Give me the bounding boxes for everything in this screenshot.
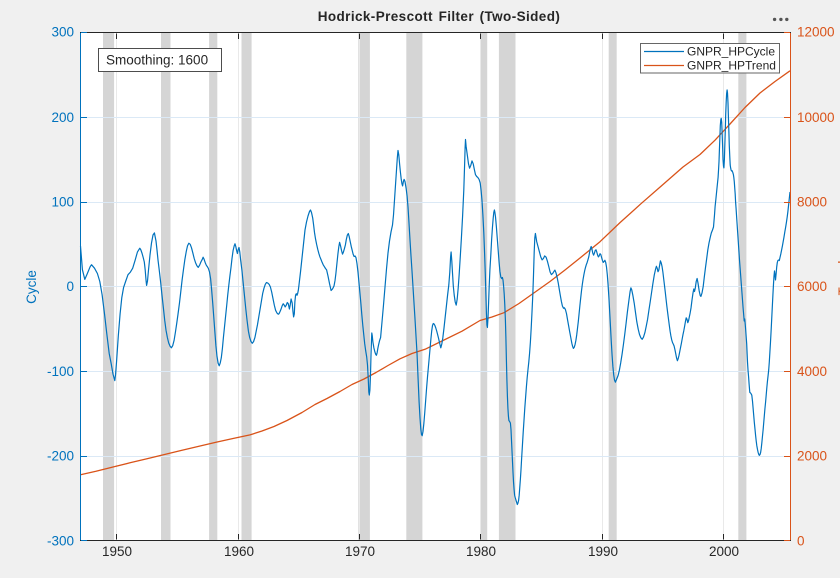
svg-text:1970: 1970 <box>345 544 375 559</box>
svg-text:2000: 2000 <box>709 544 739 559</box>
svg-text:200: 200 <box>51 110 74 125</box>
svg-text:1980: 1980 <box>466 544 496 559</box>
svg-text:GNPR_HPCycle: GNPR_HPCycle <box>687 45 775 59</box>
svg-text:-100: -100 <box>47 364 74 379</box>
svg-text:Cycle: Cycle <box>24 270 39 304</box>
svg-text:Smoothing: 1600: Smoothing: 1600 <box>106 53 208 68</box>
svg-text:GNPR_HPTrend: GNPR_HPTrend <box>687 59 776 73</box>
svg-text:Hodrick-Prescott Filter (Two-S: Hodrick-Prescott Filter (Two-Sided) <box>318 9 561 24</box>
svg-text:12000: 12000 <box>797 25 835 40</box>
svg-text:4000: 4000 <box>797 364 827 379</box>
svg-text:100: 100 <box>51 195 74 210</box>
svg-text:-200: -200 <box>47 449 74 464</box>
svg-text:8000: 8000 <box>797 195 827 210</box>
svg-text:300: 300 <box>51 25 74 40</box>
svg-text:Trend: Trend <box>836 261 840 296</box>
svg-text:1960: 1960 <box>224 544 254 559</box>
svg-text:6000: 6000 <box>797 279 827 294</box>
svg-text:1990: 1990 <box>588 544 618 559</box>
svg-text:-300: -300 <box>47 534 74 549</box>
svg-text:0: 0 <box>797 534 805 549</box>
svg-text:10000: 10000 <box>797 110 835 125</box>
svg-text:0: 0 <box>66 279 74 294</box>
svg-text:2000: 2000 <box>797 449 827 464</box>
svg-text:1950: 1950 <box>102 544 132 559</box>
